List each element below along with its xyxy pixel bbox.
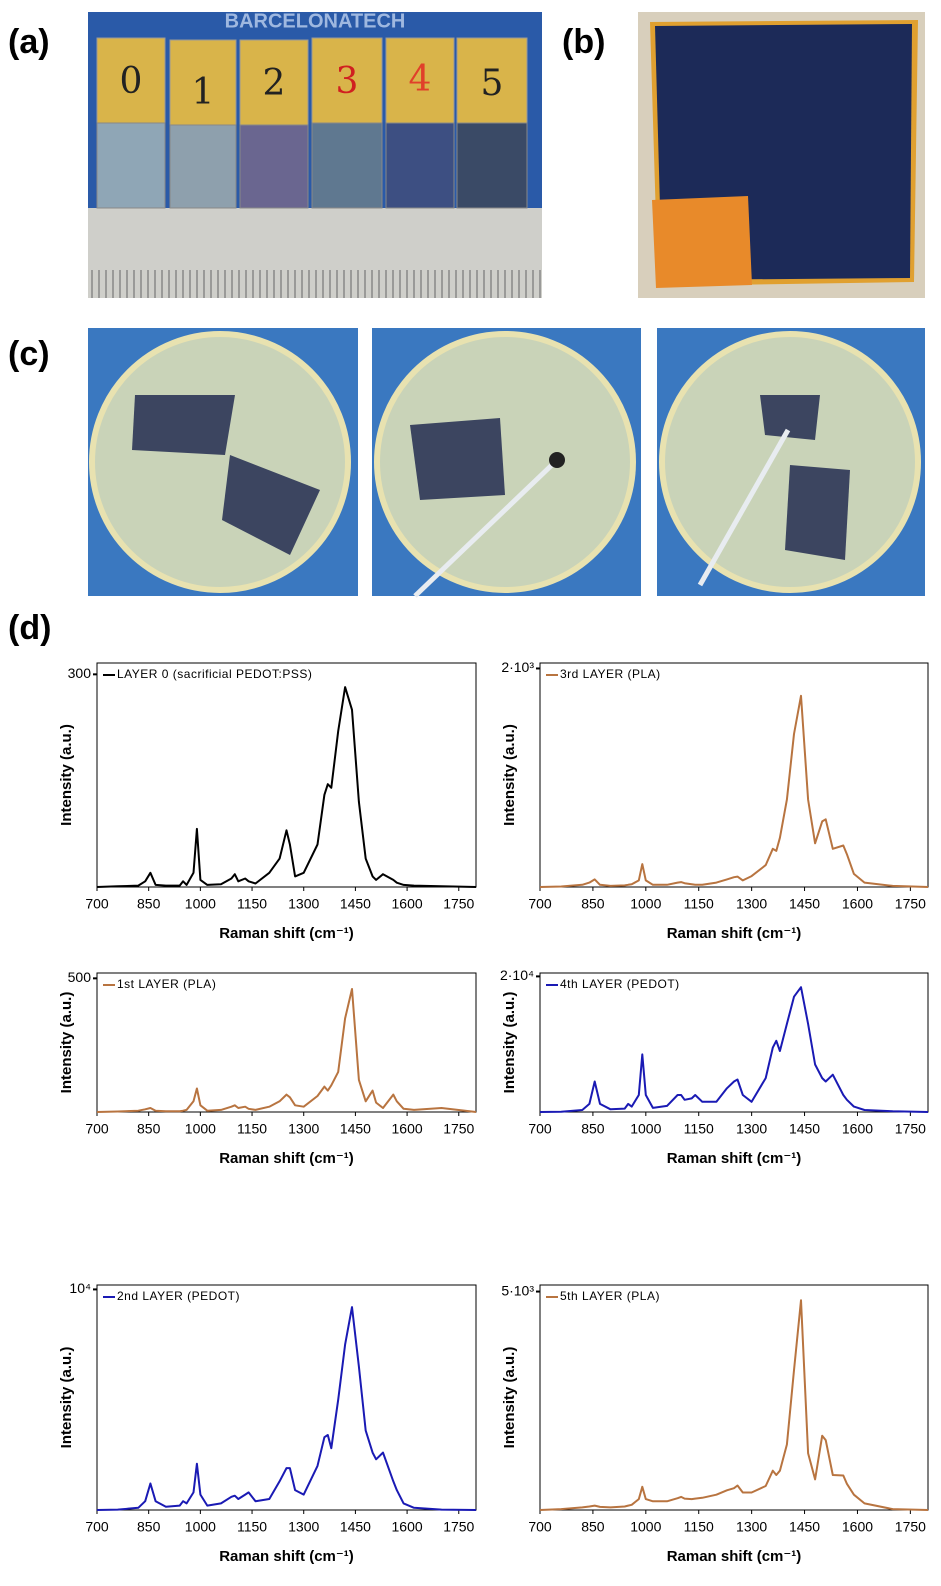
x-axis-title: Raman shift (cm⁻¹): [667, 925, 802, 942]
x-tick-label: 700: [528, 896, 552, 912]
x-axis-title: Raman shift (cm⁻¹): [219, 1548, 354, 1565]
x-tick-label: 850: [137, 1121, 161, 1137]
x-tick-label: 1750: [443, 1121, 474, 1137]
x-tick-label: 850: [581, 1121, 605, 1137]
x-tick-label: 1000: [630, 1121, 661, 1137]
y-tick-label: 300: [68, 665, 92, 681]
legend-label: 1st LAYER (PLA): [117, 977, 216, 991]
y-tick-label: 2·10³: [501, 659, 534, 675]
panel-label: (d): [8, 609, 51, 647]
figure: (a) (b) (c) (d) BARCELONATECH 0 1 2 3 4 …: [0, 0, 941, 1586]
plot-frame: [540, 1285, 928, 1510]
legend-label: 5th LAYER (PLA): [560, 1289, 660, 1303]
x-tick-label: 1000: [630, 896, 661, 912]
x-tick-label: 1150: [237, 1519, 267, 1535]
sample-label: 2: [263, 63, 286, 104]
x-tick-label: 1450: [789, 896, 820, 912]
x-tick-label: 1600: [842, 1121, 873, 1137]
x-tick-label: 1150: [684, 896, 714, 912]
panel-label: (c): [8, 335, 50, 373]
x-tick-label: 700: [528, 1121, 552, 1137]
spectrum-line: [97, 1307, 476, 1510]
photo-b: [638, 12, 925, 298]
x-tick-label: 850: [581, 896, 605, 912]
x-tick-label: 700: [528, 1519, 552, 1535]
x-tick-label: 1750: [895, 1519, 926, 1535]
x-tick-label: 1000: [185, 1519, 216, 1535]
x-tick-label: 1600: [842, 896, 873, 912]
x-tick-label: 1300: [288, 1519, 319, 1535]
plot-frame: [97, 973, 476, 1112]
y-axis-title: Intensity (a.u.): [501, 724, 518, 826]
x-tick-label: 850: [137, 1519, 161, 1535]
y-axis-title: Intensity (a.u.): [58, 992, 75, 1094]
legend-label: 4th LAYER (PEDOT): [560, 977, 680, 991]
x-tick-label: 1600: [392, 1519, 423, 1535]
x-tick-label: 1000: [630, 1519, 661, 1535]
sample-label: 4: [409, 59, 432, 100]
x-tick-label: 1000: [185, 896, 216, 912]
x-tick-label: 1450: [340, 896, 371, 912]
spectrum-line: [97, 687, 476, 887]
plot-frame: [540, 973, 928, 1112]
x-tick-label: 1300: [288, 1121, 319, 1137]
x-tick-label: 1300: [288, 896, 319, 912]
y-tick-label: 5·10³: [501, 1282, 534, 1298]
x-tick-label: 1150: [237, 896, 267, 912]
sample-label: 3: [336, 61, 359, 102]
legend-label: 2nd LAYER (PEDOT): [117, 1289, 240, 1303]
spectrum-line: [97, 989, 476, 1112]
legend-label: LAYER 0 (sacrificial PEDOT:PSS): [117, 667, 312, 681]
x-tick-label: 850: [137, 896, 161, 912]
x-axis-title: Raman shift (cm⁻¹): [667, 1548, 802, 1565]
spectrum-line: [540, 696, 928, 887]
spectrum-line: [540, 987, 928, 1112]
x-tick-label: 1600: [392, 1121, 423, 1137]
x-axis-title: Raman shift (cm⁻¹): [219, 1150, 354, 1167]
y-axis-title: Intensity (a.u.): [501, 1347, 518, 1449]
y-axis-title: Intensity (a.u.): [58, 724, 75, 826]
spectrum-line: [540, 1300, 928, 1510]
x-tick-label: 1150: [684, 1519, 714, 1535]
legend-label: 3rd LAYER (PLA): [560, 667, 661, 681]
x-axis-title: Raman shift (cm⁻¹): [219, 925, 354, 942]
sample-label: 0: [120, 61, 143, 102]
plot-frame: [97, 1285, 476, 1510]
x-tick-label: 700: [85, 896, 109, 912]
y-tick-label: 2·10⁴: [500, 967, 534, 983]
x-tick-label: 1750: [443, 1519, 474, 1535]
x-tick-label: 1750: [895, 896, 926, 912]
panel-label: (a): [8, 23, 50, 61]
x-axis-title: Raman shift (cm⁻¹): [667, 1150, 802, 1167]
x-tick-label: 1450: [789, 1121, 820, 1137]
x-tick-label: 1750: [895, 1121, 926, 1137]
x-tick-label: 700: [85, 1519, 109, 1535]
panel-label: (b): [562, 23, 605, 61]
y-tick-label: 10⁴: [69, 1280, 91, 1296]
x-tick-label: 1000: [185, 1121, 216, 1137]
photo-c: [88, 328, 925, 596]
y-axis-title: Intensity (a.u.): [58, 1347, 75, 1449]
x-tick-label: 1300: [736, 1519, 767, 1535]
x-tick-label: 1450: [340, 1519, 371, 1535]
x-tick-label: 700: [85, 1121, 109, 1137]
x-tick-label: 1150: [237, 1121, 267, 1137]
x-tick-label: 1150: [684, 1121, 714, 1137]
x-tick-label: 1600: [842, 1519, 873, 1535]
x-tick-label: 1600: [392, 896, 423, 912]
sample-label: 5: [481, 63, 504, 104]
plot-frame: [97, 663, 476, 887]
photo-a: BARCELONATECH 0 1 2 3 4 5: [88, 10, 542, 298]
x-tick-label: 1450: [340, 1121, 371, 1137]
sample-label: 1: [192, 72, 215, 113]
x-tick-label: 1300: [736, 1121, 767, 1137]
banner-text: BARCELONATECH: [225, 10, 406, 32]
x-tick-label: 1750: [443, 896, 474, 912]
x-tick-label: 1450: [789, 1519, 820, 1535]
y-axis-title: Intensity (a.u.): [501, 992, 518, 1094]
y-tick-label: 500: [68, 969, 92, 985]
x-tick-label: 850: [581, 1519, 605, 1535]
x-tick-label: 1300: [736, 896, 767, 912]
plot-frame: [540, 663, 928, 887]
